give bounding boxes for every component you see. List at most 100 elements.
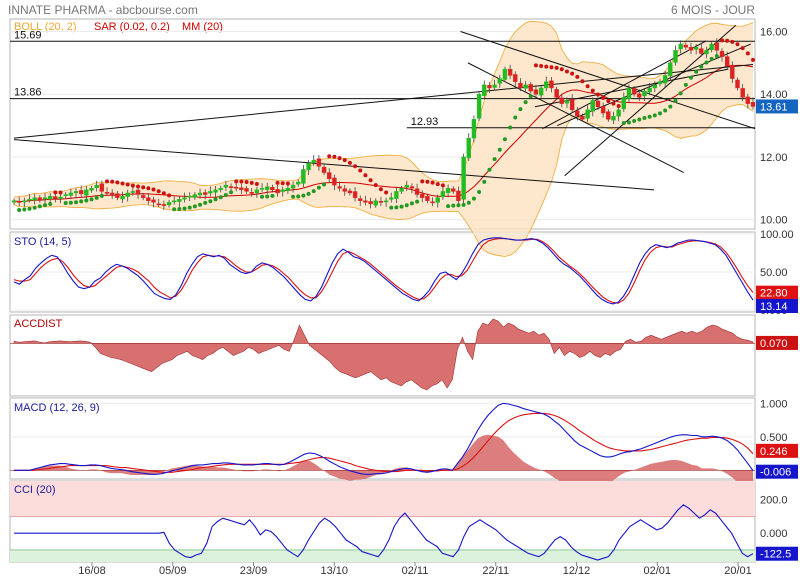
candle-body bbox=[745, 96, 751, 104]
candle-body bbox=[363, 200, 368, 203]
sar-dot bbox=[590, 88, 595, 93]
sar-dot bbox=[68, 200, 73, 205]
sar-dot bbox=[296, 194, 301, 199]
candle-body bbox=[213, 189, 218, 193]
cci-title: CCI (20) bbox=[14, 484, 56, 496]
sar-dot bbox=[99, 193, 104, 198]
candle-body bbox=[631, 88, 637, 95]
candle-body bbox=[285, 188, 291, 191]
sar-dot bbox=[358, 168, 363, 173]
candle-body bbox=[709, 43, 714, 51]
candle-body bbox=[332, 177, 337, 186]
candle-body bbox=[63, 194, 68, 196]
sto-k-value: 13.14 bbox=[760, 301, 788, 313]
price-tick-label: 14.00 bbox=[760, 89, 788, 101]
sto-d-line bbox=[13, 238, 754, 304]
level-label: 15.69 bbox=[14, 29, 42, 41]
candle-body bbox=[507, 68, 513, 76]
candle-body bbox=[569, 98, 575, 111]
candle-body bbox=[482, 84, 487, 96]
candle-body bbox=[125, 192, 130, 197]
cci-value: -122.5 bbox=[760, 549, 791, 561]
candle-body bbox=[621, 97, 627, 110]
sar-dots bbox=[17, 38, 755, 213]
sar-dot bbox=[389, 205, 394, 210]
sar-dot bbox=[616, 103, 621, 108]
candle-body bbox=[600, 106, 606, 114]
sar-dot bbox=[487, 167, 492, 172]
sar-dot bbox=[683, 82, 688, 87]
sar-dot bbox=[120, 181, 125, 186]
sar-dot bbox=[601, 95, 606, 100]
macd-tick-label: 0.500 bbox=[760, 432, 788, 444]
sto-tick-label: 100.00 bbox=[760, 229, 794, 241]
sar-dot bbox=[544, 64, 549, 69]
sar-dot bbox=[213, 197, 218, 202]
sar-dot bbox=[110, 179, 115, 184]
candle-body bbox=[337, 186, 342, 189]
sar-dot bbox=[497, 147, 502, 152]
sar-dot bbox=[709, 56, 714, 61]
candle-body bbox=[301, 169, 306, 184]
candle-body bbox=[32, 197, 37, 201]
cci-panel: 200.0 0.000 -122.5 bbox=[10, 481, 798, 562]
sar-dot bbox=[699, 64, 704, 69]
candle-body bbox=[451, 188, 456, 192]
candle-body bbox=[420, 193, 425, 198]
sar-dot bbox=[125, 182, 130, 187]
sar-dot bbox=[440, 183, 445, 188]
sto-d-badge bbox=[756, 285, 798, 300]
x-tick-label: 02/01 bbox=[643, 565, 671, 577]
sar-dot bbox=[337, 156, 342, 161]
sar-dot bbox=[254, 181, 259, 186]
candle-body bbox=[590, 100, 595, 112]
candle-body bbox=[27, 199, 32, 201]
sar-dot bbox=[63, 200, 68, 205]
sar-dot bbox=[694, 69, 699, 74]
candles bbox=[11, 38, 756, 210]
last-price-badge bbox=[756, 99, 798, 114]
sar-dot bbox=[539, 64, 544, 69]
sar-dot bbox=[301, 193, 306, 198]
macd-tick-label: 1.000 bbox=[760, 398, 788, 410]
sar-dot bbox=[316, 185, 321, 190]
candle-body bbox=[678, 43, 683, 50]
sar-dot bbox=[580, 79, 585, 84]
cci-tick-label: 0.000 bbox=[760, 528, 788, 540]
bollinger-fill bbox=[14, 21, 753, 257]
candle-body bbox=[688, 47, 694, 51]
sar-dot bbox=[575, 74, 580, 79]
panel-frame-price bbox=[9, 18, 756, 230]
sar-dot bbox=[105, 179, 110, 184]
sar-dot bbox=[311, 189, 316, 194]
candle-body bbox=[223, 184, 229, 188]
legend-mm: MM (20) bbox=[182, 21, 223, 33]
accdist-area bbox=[13, 318, 754, 391]
sar-dot bbox=[570, 71, 575, 76]
sar-dot bbox=[347, 160, 352, 165]
sar-dot bbox=[637, 117, 642, 122]
candle-body bbox=[538, 87, 544, 96]
sar-dot bbox=[74, 200, 79, 205]
candle-body bbox=[750, 102, 756, 107]
candle-body bbox=[466, 137, 471, 159]
x-tick-label: 20/01 bbox=[724, 565, 752, 577]
x-tick-label: 13/10 bbox=[320, 565, 348, 577]
candle-body bbox=[740, 88, 745, 98]
sar-dot bbox=[585, 84, 590, 89]
candle-body bbox=[327, 172, 332, 180]
candle-body bbox=[513, 74, 518, 82]
candle-body bbox=[471, 119, 477, 139]
sar-dot bbox=[89, 197, 94, 202]
sar-dot bbox=[270, 193, 275, 198]
macd-line bbox=[14, 402, 754, 475]
cci-line bbox=[14, 504, 754, 561]
accdist-value: 0.070 bbox=[760, 338, 788, 350]
cci-oversold-zone bbox=[10, 549, 755, 562]
cci-overbought-zone bbox=[10, 481, 755, 517]
candle-body bbox=[378, 201, 384, 203]
sar-dot bbox=[621, 121, 626, 126]
candle-body bbox=[352, 191, 358, 198]
candle-body bbox=[626, 87, 632, 99]
